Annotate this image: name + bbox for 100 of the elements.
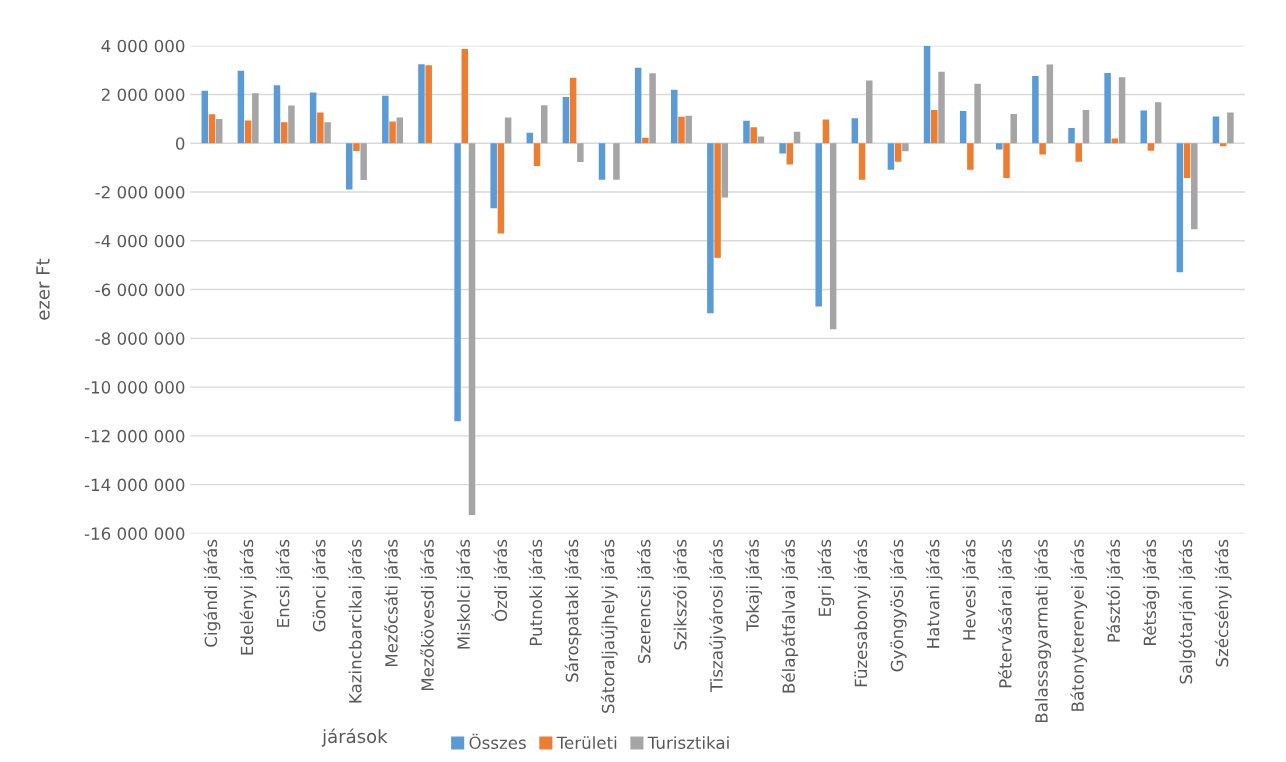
- x-tick-label: Balassagyarmati járás: [1034, 539, 1052, 723]
- bar: [974, 83, 981, 144]
- bar: [815, 143, 822, 307]
- bar: [1104, 73, 1111, 144]
- bar: [685, 115, 692, 144]
- y-tick-label: -10 000 000: [84, 381, 185, 394]
- x-tick-label: Bátonyterenyei járás: [1070, 539, 1088, 711]
- bar: [382, 95, 389, 144]
- y-axis-title: ezer Ft: [36, 258, 50, 320]
- bar: [353, 143, 360, 152]
- bar: [642, 137, 649, 144]
- bar: [454, 143, 461, 422]
- bar: [923, 45, 931, 144]
- bar: [1010, 114, 1017, 144]
- x-tick-label: Hatvani járás: [925, 539, 943, 648]
- bar: [938, 71, 945, 144]
- bar: [1046, 64, 1054, 144]
- bar: [829, 143, 837, 330]
- x-tick-label: Tiszaújvárosi járás: [709, 539, 726, 693]
- y-tick-label: -2 000 000: [95, 185, 185, 199]
- x-tick-label: Salgótarjáni járás: [1178, 539, 1196, 684]
- bar: [360, 143, 367, 181]
- bar: [468, 143, 476, 516]
- legend-label: Összes: [469, 733, 526, 750]
- x-tick-label: Pásztói járás: [1106, 539, 1124, 642]
- bar: [215, 119, 223, 144]
- x-tick-label: Gönci járás: [311, 539, 329, 632]
- bar: [959, 111, 967, 144]
- bar: [967, 143, 974, 170]
- bar: [345, 143, 353, 190]
- x-tick-label: Putnoki járás: [528, 539, 546, 646]
- bar: [996, 143, 1003, 150]
- bar: [288, 105, 295, 144]
- bar: [540, 105, 548, 144]
- bar: [707, 143, 714, 314]
- x-tick-label: Kazincbarcikai járás: [348, 539, 365, 703]
- bar: [1032, 75, 1039, 144]
- y-tick-label: -4 000 000: [95, 234, 185, 248]
- legend-label: Turisztikai: [647, 736, 729, 750]
- x-tick-label: Füzesabonyi járás: [853, 539, 871, 687]
- bar: [1068, 127, 1075, 144]
- x-tick-label: Egri járás: [817, 539, 835, 616]
- x-tick-label: Encsi járás: [275, 539, 293, 627]
- y-tick-label: 2 000 000: [101, 88, 185, 102]
- bar: [671, 89, 678, 144]
- x-tick-label: Tokaji járás: [745, 539, 763, 632]
- bar: [1227, 112, 1234, 144]
- bar: [714, 143, 721, 258]
- bar: [931, 110, 938, 144]
- x-tick-label: Rétsági járás: [1142, 539, 1160, 645]
- bar: [504, 117, 512, 144]
- x-tick-label: Mezőkövesdi járás: [420, 539, 438, 691]
- x-tick-label: Szikszói járás: [673, 539, 690, 650]
- bar: [1140, 110, 1147, 144]
- y-tick-label: -12 000 000: [84, 429, 185, 443]
- bar: [396, 117, 404, 144]
- x-tick-label: Bélapátfalvai járás: [781, 539, 799, 693]
- bar: [324, 122, 331, 144]
- x-tick-label: Sárospataki járás: [564, 539, 582, 682]
- x-tick-label: Edelényi járás: [239, 539, 257, 655]
- bar: [1176, 143, 1184, 273]
- bar: [1082, 110, 1090, 144]
- bar: [201, 90, 209, 144]
- bar: [649, 73, 656, 144]
- bar: [461, 48, 469, 144]
- bar: [894, 143, 902, 162]
- bar: [252, 93, 259, 144]
- bar: [634, 67, 642, 144]
- bar: [1154, 102, 1162, 144]
- bar: [1183, 143, 1191, 178]
- bar: [757, 136, 765, 144]
- bar: [1212, 116, 1220, 144]
- legend-label: Területi: [556, 736, 617, 750]
- bar: [244, 120, 252, 144]
- bar: [598, 143, 606, 180]
- y-tick-label: -8 000 000: [95, 332, 185, 345]
- x-axis-title: járások: [321, 728, 388, 747]
- x-tick-label: Pétervásárai járás: [998, 539, 1015, 688]
- x-tick-label: Sátoraljaújhelyi járás: [600, 539, 618, 713]
- bar: [1147, 143, 1155, 151]
- bar: [822, 119, 830, 144]
- bar: [786, 143, 794, 165]
- bar: [678, 116, 685, 144]
- bar: [851, 118, 859, 144]
- bar: [418, 64, 425, 144]
- bar: [1003, 143, 1010, 178]
- bar: [490, 143, 497, 209]
- x-tick-label: Cigándi járás: [203, 539, 221, 647]
- bar: [389, 121, 396, 144]
- bar: [577, 143, 584, 163]
- bar: [280, 122, 288, 144]
- bar: [750, 127, 757, 144]
- x-tick-label: Szerencsi járás: [636, 539, 654, 664]
- x-tick-label: Gyöngyösi járás: [889, 539, 907, 672]
- bar: [569, 77, 577, 144]
- bar: [208, 114, 216, 144]
- bar: [309, 92, 317, 144]
- bar: [613, 143, 620, 180]
- bar: [497, 143, 505, 234]
- bar: [866, 80, 873, 144]
